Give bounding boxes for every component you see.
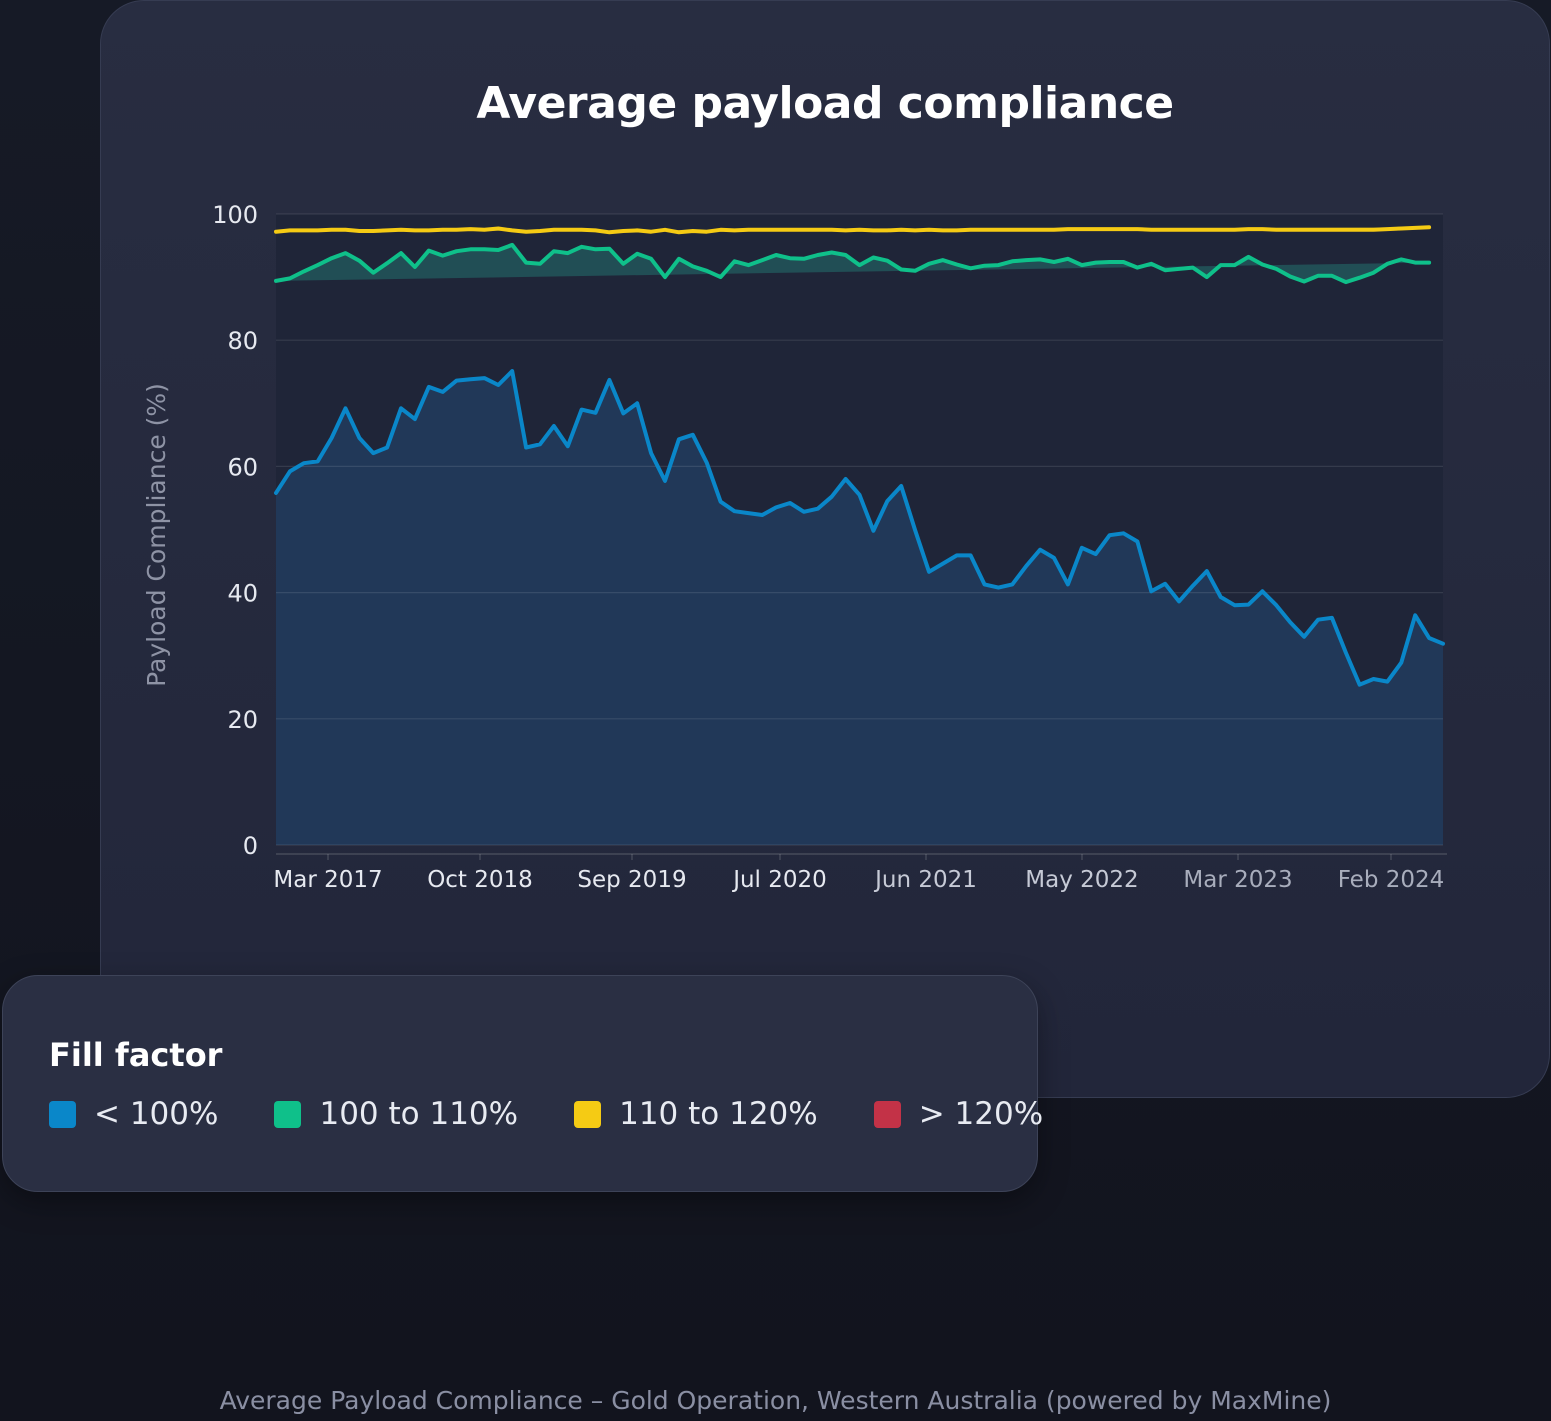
y-tick-label: 0 xyxy=(243,832,258,860)
y-tick-label: 80 xyxy=(227,327,258,355)
y-tick-label: 20 xyxy=(227,706,258,734)
series-line-below-100 xyxy=(274,369,1445,687)
legend-swatch-above-120 xyxy=(873,1100,901,1128)
legend-label-100-110: 100 to 110% xyxy=(319,1096,519,1132)
legend-title: Fill factor xyxy=(49,1036,223,1074)
legend-item-below-100[interactable]: < 100% xyxy=(49,1096,218,1132)
legend-swatch-below-100 xyxy=(49,1100,76,1128)
legend-card: Fill factor < 100% 100 to 110% 110 to 12… xyxy=(2,975,1043,1192)
x-tick-label: Jul 2020 xyxy=(731,867,827,893)
y-axis-label: Payload Compliance (%) xyxy=(142,383,171,687)
chart-title: Average payload compliance xyxy=(476,78,1174,129)
legend-label-below-100: < 100% xyxy=(94,1096,219,1132)
legend-swatch-100-110 xyxy=(274,1100,302,1128)
legend-swatch-110-120 xyxy=(574,1100,602,1128)
legend-label-110-120: 110 to 120% xyxy=(619,1096,818,1132)
x-tick-label: Oct 2018 xyxy=(427,867,533,893)
legend-item-above-120[interactable]: > 120% xyxy=(873,1096,1044,1132)
y-tick-label: 60 xyxy=(227,453,258,481)
x-tick-label: May 2022 xyxy=(1025,867,1138,893)
legend-item-110-120[interactable]: 110 to 120% xyxy=(574,1096,818,1132)
x-tick-label: Jun 2021 xyxy=(873,867,977,893)
series-line-110-120 xyxy=(274,225,1432,235)
x-tick-label: Mar 2017 xyxy=(273,867,382,893)
caption: Average Payload Compliance – Gold Operat… xyxy=(219,1386,1332,1415)
series-line-100-110 xyxy=(274,242,1432,285)
payload-compliance-chart: 0 20 40 60 80 100 Mar 2017 Oct 2018 Sep 2019 Jul … xyxy=(142,201,1447,893)
legend-label-above-120: > 120% xyxy=(918,1096,1044,1132)
legend-items: < 100% 100 to 110% 110 to 120% > 120% xyxy=(49,1096,1099,1132)
area-below-100 xyxy=(276,371,1443,845)
y-tick-label: 100 xyxy=(212,201,258,229)
x-tick-label: Sep 2019 xyxy=(577,867,686,893)
y-tick-label: 40 xyxy=(227,580,258,608)
x-tick-label: Mar 2023 xyxy=(1183,867,1292,893)
x-tick-label: Feb 2024 xyxy=(1338,867,1445,893)
legend-item-100-110[interactable]: 100 to 110% xyxy=(274,1096,518,1132)
